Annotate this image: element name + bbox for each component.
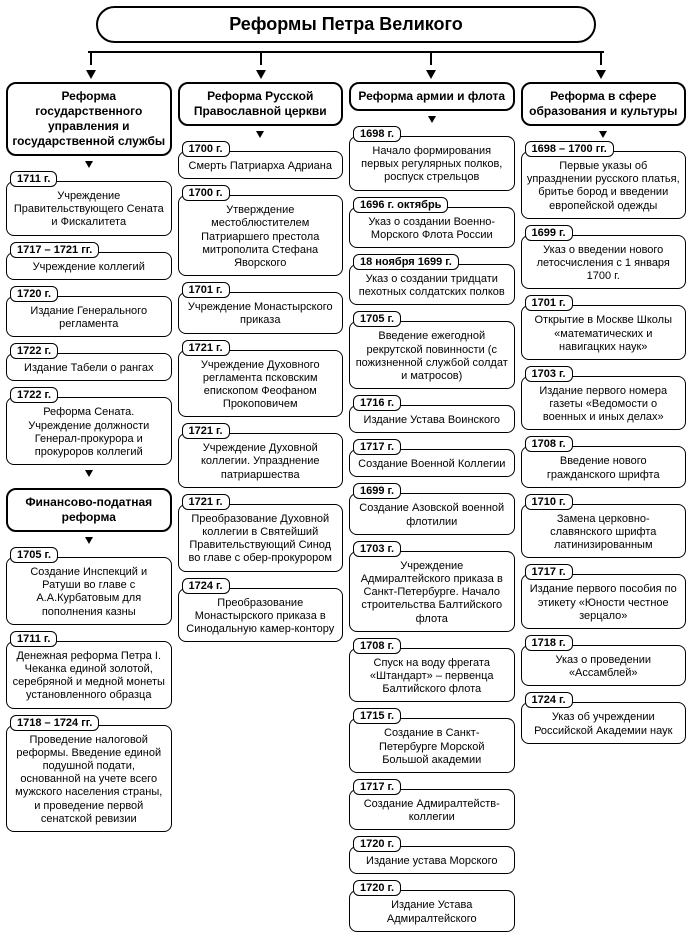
root-arrows (6, 69, 686, 80)
date-tab: 1721 г. (182, 423, 230, 439)
date-tab: 1703 г. (353, 541, 401, 557)
date-tab: 1710 г. (525, 494, 573, 510)
main-title: Реформы Петра Великого (96, 6, 596, 43)
date-tab: 1716 г. (353, 395, 401, 411)
date-tab: 1700 г. (182, 141, 230, 157)
date-tab: 1717 г. (353, 439, 401, 455)
col0-subheader: Финансово-податная реформа (6, 488, 172, 532)
date-tab: 1718 – 1724 гг. (10, 715, 99, 731)
entry-body: Замена церковно-славянского шрифта латин… (521, 504, 687, 559)
chevron-down-icon (428, 116, 436, 123)
entry-body: Проведение налоговой реформы. Введение е… (6, 725, 172, 832)
columns-container: Реформа государственного управления и го… (6, 82, 686, 938)
date-tab: 1705 г. (10, 547, 58, 563)
entry-body: Издание первого номера газеты «Ведомости… (521, 376, 687, 431)
col1-header: Реформа Русской Православной церкви (178, 82, 344, 126)
date-tab: 1718 г. (525, 635, 573, 651)
date-tab: 1724 г. (525, 692, 573, 708)
date-tab: 1722 г. (10, 387, 58, 403)
date-tab: 1698 – 1700 гг. (525, 141, 614, 157)
entry-body: Денежная реформа Петра I. Чеканка единой… (6, 641, 172, 709)
column-0: Реформа государственного управления и го… (6, 82, 172, 838)
entry-body: Введение нового гражданского шрифта (521, 446, 687, 487)
date-tab: 1705 г. (353, 311, 401, 327)
entry-body: Создание Азовской военной флотилии (349, 493, 515, 534)
chevron-down-icon (85, 161, 93, 168)
column-3: Реформа в сфере образования и культуры 1… (521, 82, 687, 750)
entry-body: Утверждение местоблюстителем Патриаршего… (178, 195, 344, 276)
entry-body: Создание Адмиралтейств-коллегии (349, 789, 515, 830)
entry-body: Введение ежегодной рекрутской повинности… (349, 321, 515, 389)
date-tab: 1715 г. (353, 708, 401, 724)
date-tab: 1717 г. (525, 564, 573, 580)
entry-body: Первые указы об упразднении русского пла… (521, 151, 687, 219)
entry-body: Издание Устава Адмиралтейского (349, 890, 515, 931)
entry-body: Издание первого пособия по этикету «Юнос… (521, 574, 687, 629)
date-tab: 1708 г. (525, 436, 573, 452)
date-tab: 1717 – 1721 гг. (10, 242, 99, 258)
col0-header: Реформа государственного управления и го… (6, 82, 172, 156)
entry-body: Начало формирования первых регулярных по… (349, 136, 515, 191)
date-tab: 1699 г. (525, 225, 573, 241)
entry-body: Спуск на воду фрегата «Штандарт» – перве… (349, 648, 515, 703)
entry-body: Открытие в Москве Школы «математических … (521, 305, 687, 360)
chevron-down-icon (256, 131, 264, 138)
chevron-down-icon (599, 131, 607, 138)
date-tab: 1699 г. (353, 483, 401, 499)
date-tab: 1701 г. (525, 295, 573, 311)
entry-body: Создание в Санкт-Петербурге Морской Боль… (349, 718, 515, 773)
entry-body: Издание Генерального регламента (6, 296, 172, 337)
entry-body: Реформа Сената. Учреждение должности Ген… (6, 397, 172, 465)
date-tab: 1722 г. (10, 343, 58, 359)
entry-body: Преобразование Монастырского приказа в С… (178, 588, 344, 643)
chevron-down-icon (85, 537, 93, 544)
entry-body: Учреждение Адмиралтейского приказа в Сан… (349, 551, 515, 632)
column-1: Реформа Русской Православной церкви 1700… (178, 82, 344, 648)
date-tab: 1700 г. (182, 185, 230, 201)
entry-body: Создание Инспекций и Ратуши во главе с А… (6, 557, 172, 625)
entry-body: Учреждение Правительствующего Сената и Ф… (6, 181, 172, 236)
date-tab: 1721 г. (182, 494, 230, 510)
entry-body: Учреждение Монастырского приказа (178, 292, 344, 333)
date-tab: 1711 г. (10, 171, 57, 187)
date-tab: 1717 г. (353, 779, 401, 795)
date-tab: 1720 г. (353, 880, 401, 896)
date-tab: 18 ноября 1699 г. (353, 254, 459, 270)
entry-body: Указ о создании Военно-Морского Флота Ро… (349, 207, 515, 248)
entry-body: Указ об учреждении Российской Академии н… (521, 702, 687, 743)
date-tab: 1711 г. (10, 631, 57, 647)
date-tab: 1724 г. (182, 578, 230, 594)
chevron-down-icon (85, 470, 93, 477)
date-tab: 1721 г. (182, 340, 230, 356)
entry-body: Учреждение Духовной коллегии. Упразднени… (178, 433, 344, 488)
date-tab: 1708 г. (353, 638, 401, 654)
entry-body: Преобразование Духовной коллегии в Святе… (178, 504, 344, 572)
col3-header: Реформа в сфере образования и культуры (521, 82, 687, 126)
date-tab: 1703 г. (525, 366, 573, 382)
date-tab: 1698 г. (353, 126, 401, 142)
date-tab: 1696 г. октябрь (353, 197, 448, 213)
entry-body: Учреждение Духовного регламента псковски… (178, 350, 344, 418)
entry-body: Указ о введении нового летосчисления с 1… (521, 235, 687, 290)
column-2: Реформа армии и флота 1698 г.Начало форм… (349, 82, 515, 938)
date-tab: 1701 г. (182, 282, 230, 298)
col2-header: Реформа армии и флота (349, 82, 515, 111)
root-connector-bar (6, 51, 686, 69)
entry-body: Указ о проведении «Ассамблей» (521, 645, 687, 686)
date-tab: 1720 г. (10, 286, 58, 302)
date-tab: 1720 г. (353, 836, 401, 852)
entry-body: Указ о создании тридцати пехотных солдат… (349, 264, 515, 305)
